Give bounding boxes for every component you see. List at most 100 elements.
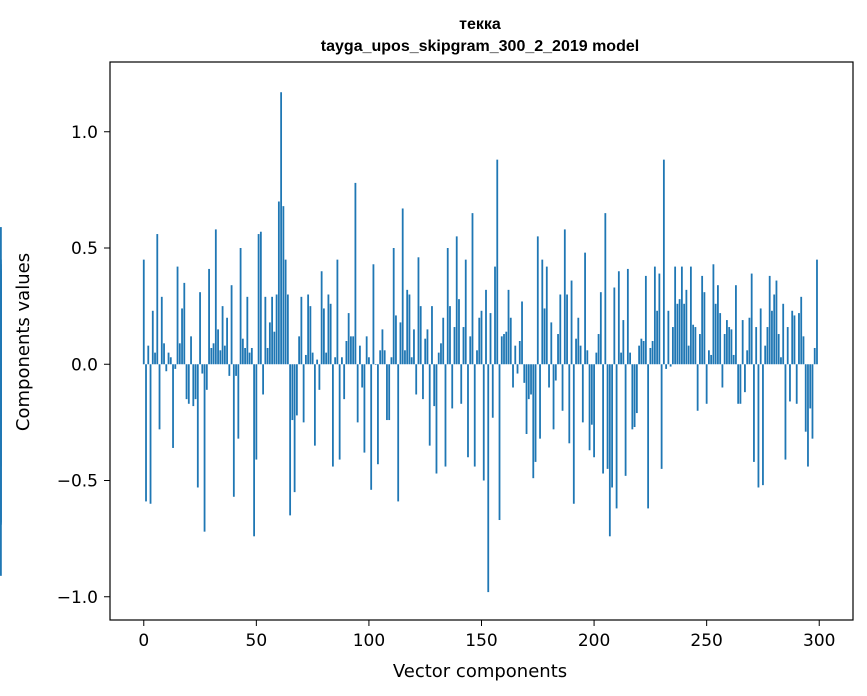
bar (293, 364, 296, 493)
bar (422, 364, 424, 400)
bar (653, 266, 656, 365)
bar (410, 357, 413, 365)
bar (413, 329, 415, 365)
bar (147, 345, 150, 365)
x-tick-label: 50 (246, 631, 268, 651)
bar (352, 336, 355, 365)
bar (176, 266, 179, 365)
bar (246, 296, 249, 365)
bar (579, 345, 582, 365)
bar (350, 336, 352, 365)
bar (694, 327, 697, 365)
bar (487, 364, 490, 593)
bar (635, 364, 638, 414)
bar (647, 364, 650, 509)
bar (453, 327, 456, 365)
bar (241, 338, 244, 365)
bar (374, 364, 377, 365)
bar (395, 315, 397, 365)
bar (559, 294, 562, 365)
bar (295, 364, 298, 416)
bar (566, 294, 568, 365)
bar (570, 280, 573, 365)
bar (658, 273, 661, 365)
bar (219, 350, 222, 365)
bar (480, 310, 483, 365)
bar (325, 352, 328, 365)
bar (732, 354, 735, 365)
bar (586, 350, 589, 365)
bar (512, 364, 514, 388)
bar (780, 357, 782, 365)
bar (142, 259, 145, 365)
bar (620, 352, 622, 365)
bar (532, 364, 535, 479)
bar (753, 364, 755, 462)
bar (444, 364, 447, 467)
bar (244, 347, 246, 365)
bar (196, 364, 199, 488)
bar (381, 329, 384, 365)
bar (622, 320, 625, 365)
bar (649, 347, 652, 365)
bar (322, 308, 325, 365)
bar (406, 289, 409, 365)
bar (255, 364, 258, 460)
bar (404, 350, 406, 365)
bar (667, 310, 670, 365)
bar (683, 303, 686, 365)
bar (590, 364, 593, 425)
y-tick-label: 0.5 (71, 239, 98, 259)
bar (692, 324, 695, 365)
bar (437, 352, 440, 365)
bar (798, 313, 800, 365)
bar (766, 327, 769, 365)
bar (755, 327, 758, 365)
bar (433, 364, 436, 407)
bar (757, 364, 760, 488)
bar (316, 359, 319, 365)
bar (638, 345, 641, 365)
bar (671, 327, 674, 365)
bar (527, 364, 530, 400)
bar (568, 364, 571, 444)
bar (431, 306, 433, 365)
bars-group (0, 92, 818, 593)
chart-subtitle: tayga_upos_skipgram_300_2_2019 model (321, 38, 639, 55)
bar (178, 343, 181, 365)
bar (782, 303, 785, 365)
bar (660, 364, 663, 469)
bar (386, 364, 388, 421)
bar (154, 352, 156, 365)
bar (0, 292, 2, 365)
bar (309, 306, 312, 365)
bar (786, 327, 789, 365)
bar (548, 364, 550, 388)
bar (341, 357, 343, 365)
bar (816, 259, 818, 365)
bar (232, 364, 235, 497)
bar (478, 317, 481, 365)
bar (343, 364, 346, 400)
bar (721, 364, 724, 388)
bar (773, 294, 776, 365)
bar (521, 301, 523, 365)
bar (282, 206, 285, 365)
bar (737, 364, 740, 404)
bar (525, 364, 528, 434)
bar (320, 271, 323, 365)
bar (539, 364, 541, 439)
bar (214, 229, 217, 365)
bar (613, 287, 616, 365)
bar (624, 364, 627, 476)
bar (617, 271, 620, 365)
bar (428, 364, 431, 446)
bar (750, 273, 753, 365)
bar (471, 213, 474, 365)
bar (498, 364, 501, 521)
chart-title: текка (459, 16, 501, 33)
bar (338, 364, 341, 460)
bar (467, 364, 469, 458)
bar (717, 285, 719, 365)
bar (581, 364, 584, 423)
